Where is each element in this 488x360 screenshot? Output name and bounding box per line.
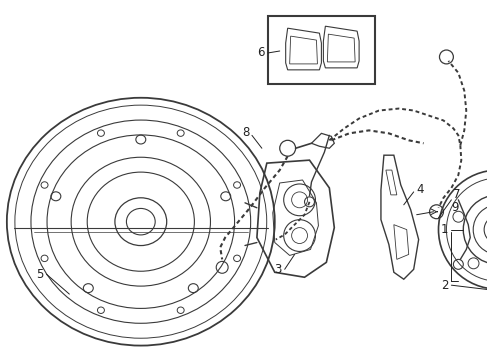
Text: 9: 9 [450, 201, 457, 214]
Text: 8: 8 [242, 126, 249, 139]
Text: 7: 7 [452, 188, 460, 201]
Text: 1: 1 [440, 223, 447, 236]
Bar [267, 16, 374, 84]
Text: 4: 4 [416, 184, 423, 197]
Text: 3: 3 [274, 263, 281, 276]
Text: 2: 2 [440, 279, 447, 292]
Text: 5: 5 [36, 268, 43, 281]
Text: 6: 6 [257, 46, 264, 59]
